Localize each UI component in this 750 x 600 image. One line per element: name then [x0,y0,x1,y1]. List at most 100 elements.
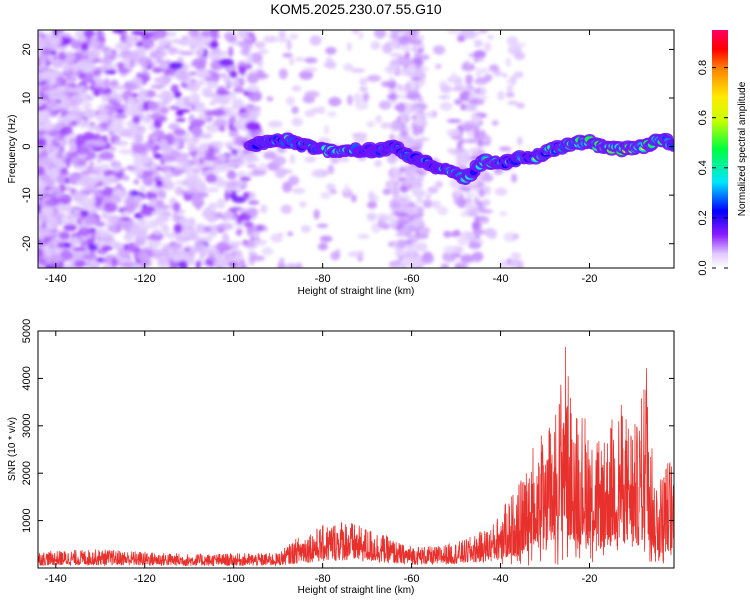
noise-blob [469,147,478,154]
noise-blob [464,104,477,112]
noise-blob [40,47,52,56]
noise-blob [454,79,464,89]
noise-blob [327,164,335,175]
noise-blob [409,83,416,91]
noise-blob [120,216,132,222]
spectrogram-noise [38,30,527,268]
noise-blob [204,109,215,116]
noise-blob [72,251,86,261]
noise-blob [137,252,149,262]
noise-blob [405,93,417,100]
noise-blob [246,85,260,93]
noise-blob [94,141,107,147]
noise-blob [136,170,143,176]
noise-blob [214,252,225,260]
noise-blob [413,107,421,116]
noise-blob [169,168,183,177]
noise-blob [328,96,342,107]
noise-blob [238,65,246,75]
noise-blob [213,118,227,127]
noise-blob [455,156,470,167]
noise-blob [140,208,152,216]
noise-blob [157,204,171,210]
noise-blob [38,90,45,99]
noise-blob [472,221,479,231]
noise-blob [254,41,266,49]
noise-blob [228,130,239,138]
noise-blob [287,231,294,237]
noise-blob [267,120,283,128]
noise-blob [478,218,490,224]
noise-blob [182,96,191,102]
noise-blob [83,111,96,117]
noise-blob [413,145,421,151]
noise-blob [176,70,189,81]
noise-blob [220,155,229,161]
noise-blob [502,73,508,78]
noise-blob [42,208,48,214]
noise-blob [101,265,115,268]
noise-blob [218,124,226,132]
noise-blob [239,260,245,266]
noise-blob [299,70,314,80]
noise-blob [382,42,393,54]
y-tick-label: 1000 [21,508,33,532]
snr-y-ticks: 1000 2000 3000 4000 5000 [21,319,674,533]
noise-blob [391,32,399,40]
noise-blob [451,72,457,82]
noise-blob [457,236,469,246]
noise-blob [160,224,169,230]
noise-blob [231,98,244,110]
noise-blob [45,144,58,151]
noise-blob [409,39,423,45]
noise-blob [195,181,207,190]
noise-blob [187,255,195,267]
noise-blob [434,180,444,189]
noise-blob [416,170,427,176]
noise-blob [359,77,368,86]
noise-blob [222,252,235,257]
noise-blob [141,40,153,48]
noise-blob [394,250,406,258]
noise-blob [98,122,111,128]
noise-blob [247,250,256,257]
noise-blob [485,135,492,144]
noise-blob [286,39,292,51]
noise-blob [49,186,62,193]
noise-blob [243,221,254,228]
noise-blob [389,76,395,82]
noise-blob [156,215,168,222]
noise-blob [515,42,527,47]
noise-blob [103,201,118,213]
noise-blob [289,153,296,164]
noise-blob [130,191,145,197]
noise-blob [381,80,395,88]
noise-blob [366,74,382,82]
noise-blob [258,162,268,171]
noise-blob [238,35,252,40]
noise-blob [474,31,480,37]
noise-blob [178,260,188,268]
noise-blob [439,101,453,111]
noise-blob [89,121,96,126]
noise-blob [208,202,217,212]
noise-blob [304,109,316,118]
noise-blob [431,200,441,209]
noise-blob [432,45,446,55]
noise-blob [193,127,202,138]
noise-blob [116,109,124,114]
noise-blob [278,30,286,40]
noise-blob [478,209,494,214]
noise-blob [88,170,100,175]
noise-blob [425,193,432,200]
noise-blob [459,138,466,144]
noise-blob [191,167,201,174]
noise-blob [40,238,48,247]
noise-blob [409,168,416,179]
noise-blob [113,54,124,59]
noise-blob [280,204,293,215]
noise-blob [478,188,485,198]
noise-blob [101,245,114,251]
colorbar-tick-label: 0.2 [697,210,709,225]
